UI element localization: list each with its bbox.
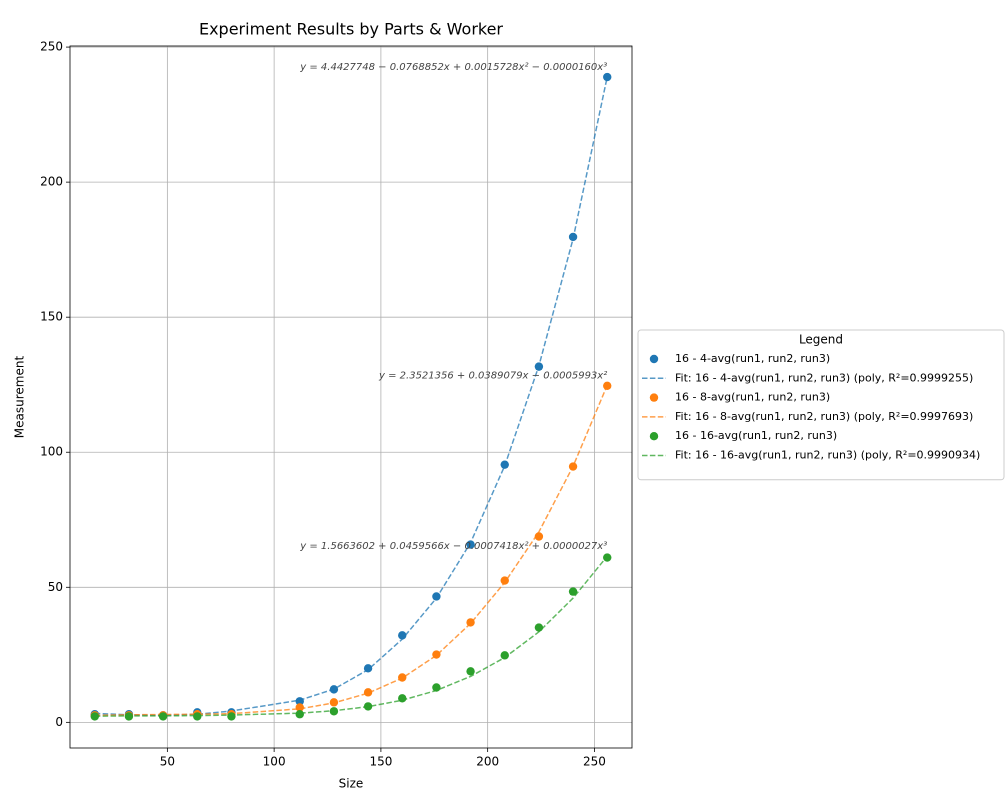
y-tick-label: 0 (55, 715, 63, 729)
x-axis-label: Size (339, 777, 364, 791)
plot-frame (69, 45, 633, 749)
x-tick-label: 50 (160, 755, 175, 769)
fit-equation: y = 2.3521356 + 0.0389079x − 0.0005993x² (378, 370, 607, 381)
data-point (193, 712, 202, 721)
legend-title: Legend (799, 333, 843, 347)
legend-label: Fit: 16 - 4-avg(run1, run2, run3) (poly,… (675, 371, 973, 384)
legend-label: 16 - 4-avg(run1, run2, run3) (675, 352, 830, 365)
y-tick-label: 100 (40, 445, 63, 459)
x-tick-label: 200 (476, 755, 499, 769)
x-tick-label: 100 (263, 755, 286, 769)
data-point (398, 631, 407, 640)
data-point (500, 651, 509, 660)
chart-title: Experiment Results by Parts & Worker (199, 20, 503, 39)
legend-box (637, 329, 1005, 481)
legend-marker (649, 393, 659, 402)
legend-marker (649, 354, 659, 364)
fit-line (94, 384, 608, 717)
legend-label: Fit: 16 - 8-avg(run1, run2, run3) (poly,… (675, 410, 973, 423)
fit-line (94, 555, 608, 717)
data-point (432, 683, 441, 692)
y-tick-label: 200 (40, 175, 63, 189)
data-point (432, 592, 441, 601)
x-tick-label: 150 (369, 755, 392, 769)
x-tick-label: 250 (583, 755, 606, 769)
data-point (568, 587, 578, 596)
fit-equation: y = 1.5663602 + 0.0459566x − 0.0007418x²… (299, 541, 607, 552)
data-point (398, 694, 407, 703)
y-tick-label: 50 (48, 580, 63, 594)
data-point (227, 712, 236, 721)
data-point (295, 703, 304, 712)
data-point (466, 667, 475, 676)
y-tick-label: 250 (40, 40, 63, 54)
data-point (603, 553, 612, 562)
legend-marker (649, 432, 659, 441)
y-tick-label: 150 (40, 310, 63, 324)
data-point (466, 540, 475, 549)
legend-label: Fit: 16 - 16-avg(run1, run2, run3) (poly… (675, 449, 980, 462)
data-point (534, 623, 544, 632)
legend-label: 16 - 8-avg(run1, run2, run3) (675, 391, 830, 404)
fit-equation: y = 4.4427748 − 0.0768852x + 0.0015728x²… (299, 62, 607, 73)
data-point (534, 532, 544, 541)
data-point (295, 710, 304, 719)
legend-label: 16 - 16-avg(run1, run2, run3) (675, 429, 837, 442)
y-axis-label: Measurement (13, 356, 27, 439)
data-point (90, 712, 99, 721)
